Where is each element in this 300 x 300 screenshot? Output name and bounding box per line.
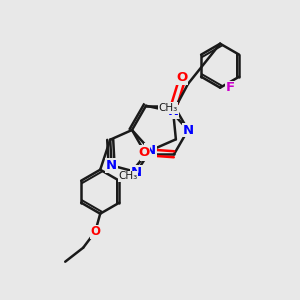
Text: O: O	[90, 225, 100, 238]
Text: N: N	[106, 159, 117, 172]
Text: CH₃: CH₃	[118, 171, 138, 181]
Text: N: N	[131, 166, 142, 178]
Text: O: O	[138, 146, 150, 159]
Text: CH₃: CH₃	[158, 103, 178, 113]
Text: N: N	[140, 148, 152, 161]
Text: N: N	[182, 124, 194, 136]
Text: O: O	[176, 71, 188, 84]
Text: N: N	[168, 105, 179, 118]
Text: F: F	[226, 81, 235, 94]
Text: N: N	[145, 144, 156, 157]
